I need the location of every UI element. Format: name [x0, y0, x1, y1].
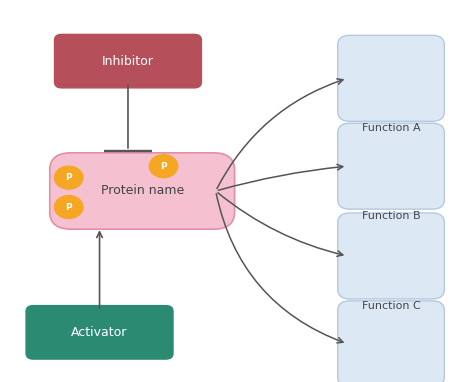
Circle shape	[149, 155, 178, 178]
Circle shape	[55, 166, 83, 189]
Circle shape	[55, 196, 83, 219]
Text: Activator: Activator	[72, 326, 128, 339]
FancyBboxPatch shape	[337, 301, 444, 382]
Text: Function B: Function B	[362, 211, 420, 221]
Text: Function A: Function A	[362, 123, 420, 133]
Text: P: P	[160, 162, 167, 171]
FancyBboxPatch shape	[26, 306, 173, 359]
FancyBboxPatch shape	[55, 34, 201, 88]
Text: P: P	[65, 173, 72, 182]
FancyBboxPatch shape	[337, 36, 444, 121]
FancyBboxPatch shape	[337, 123, 444, 209]
Text: Inhibitor: Inhibitor	[102, 55, 154, 68]
FancyBboxPatch shape	[337, 213, 444, 299]
Text: P: P	[65, 202, 72, 212]
FancyBboxPatch shape	[50, 153, 235, 229]
Text: Function C: Function C	[362, 301, 420, 311]
Text: Protein name: Protein name	[100, 185, 184, 197]
